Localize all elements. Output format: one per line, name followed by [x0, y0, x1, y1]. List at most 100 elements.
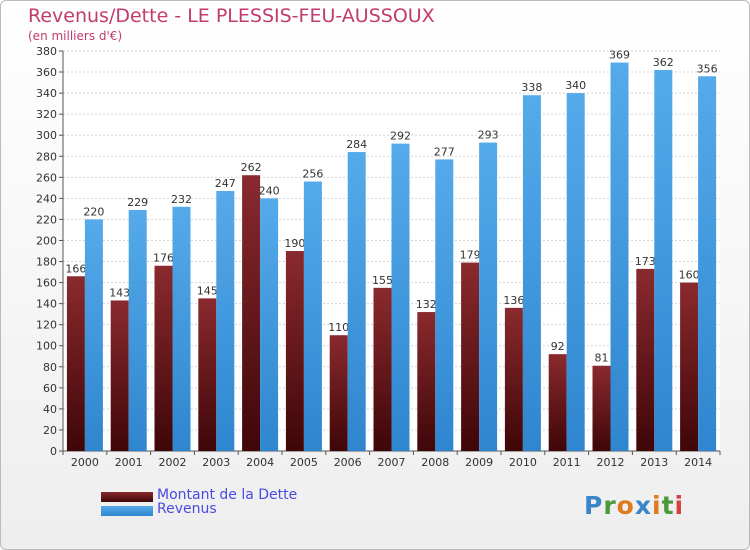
- bar-revenus: [698, 76, 717, 452]
- bar-revenus: [654, 69, 673, 452]
- data-label: 155: [372, 274, 393, 287]
- data-label: 220: [83, 205, 104, 218]
- bar-revenus: [566, 93, 585, 452]
- data-label: 293: [478, 129, 499, 142]
- data-label: 136: [503, 294, 524, 307]
- legend-label-dette: Montant de la Dette: [157, 487, 298, 503]
- legend-swatch-dette: [101, 492, 153, 502]
- y-tick-label: 300: [36, 129, 57, 142]
- bar-dette: [329, 335, 348, 451]
- y-tick-label: 260: [36, 171, 57, 184]
- bar-dette: [680, 282, 699, 451]
- bar-dette: [592, 365, 611, 451]
- data-label: 81: [595, 352, 609, 365]
- data-label: 232: [171, 193, 192, 206]
- bar-revenus: [216, 191, 235, 451]
- data-label: 173: [635, 255, 656, 268]
- x-tick-label: 2012: [597, 456, 625, 469]
- bar-revenus: [347, 152, 366, 452]
- x-tick-label: 2014: [684, 456, 712, 469]
- bar-dette: [417, 312, 436, 451]
- x-tick-label: 2009: [465, 456, 493, 469]
- data-label: 92: [551, 340, 565, 353]
- y-tick-label: 280: [36, 150, 57, 163]
- y-tick-label: 380: [36, 45, 57, 58]
- y-tick-label: 320: [36, 108, 57, 121]
- data-label: 277: [434, 145, 455, 158]
- x-tick-label: 2000: [71, 456, 99, 469]
- x-tick-label: 2002: [159, 456, 187, 469]
- data-label: 284: [346, 138, 367, 151]
- y-tick-label: 240: [36, 192, 57, 205]
- bar-dette: [154, 265, 173, 451]
- y-tick-label: 40: [43, 403, 57, 416]
- y-tick-label: 200: [36, 234, 57, 247]
- y-tick-label: 180: [36, 256, 57, 269]
- y-tick-label: 60: [43, 382, 57, 395]
- y-tick-label: 340: [36, 87, 57, 100]
- data-label: 132: [416, 298, 437, 311]
- bar-dette: [548, 354, 567, 451]
- data-label: 256: [302, 168, 323, 181]
- proxiti-logo: Proxiti: [584, 491, 685, 520]
- data-label: 338: [521, 81, 542, 94]
- bar-revenus: [172, 206, 191, 451]
- data-label: 292: [390, 130, 411, 143]
- bar-dette: [504, 307, 523, 451]
- x-tick-label: 2007: [378, 456, 406, 469]
- bar-revenus: [303, 181, 322, 452]
- bar-dette: [198, 298, 217, 451]
- bar-dette: [66, 276, 85, 451]
- data-label: 340: [565, 79, 586, 92]
- data-label: 179: [460, 249, 481, 262]
- bar-dette: [242, 175, 261, 452]
- data-label: 356: [697, 62, 718, 75]
- x-tick-label: 2006: [334, 456, 362, 469]
- x-tick-label: 2001: [115, 456, 143, 469]
- bar-revenus: [610, 62, 629, 451]
- data-label: 190: [284, 237, 305, 250]
- bar-revenus: [260, 198, 279, 451]
- chart-title: Revenus/Dette - LE PLESSIS-FEU-AUSSOUX: [28, 5, 435, 27]
- chart-subtitle: (en milliers d'€): [28, 29, 123, 43]
- y-tick-label: 160: [36, 277, 57, 290]
- legend-swatch-revenus: [101, 506, 153, 516]
- x-tick-label: 2008: [421, 456, 449, 469]
- y-tick-label: 100: [36, 340, 57, 353]
- bar-dette: [110, 300, 129, 451]
- data-label: 240: [259, 184, 280, 197]
- bar-revenus: [391, 143, 410, 451]
- data-label: 160: [679, 269, 700, 282]
- legend-label-revenus: Revenus: [157, 501, 217, 517]
- x-tick-label: 2011: [553, 456, 581, 469]
- x-tick-label: 2003: [202, 456, 230, 469]
- data-label: 166: [65, 262, 86, 275]
- bar-dette: [285, 251, 304, 451]
- data-label: 247: [215, 177, 236, 190]
- x-tick-label: 2004: [246, 456, 274, 469]
- data-label: 143: [109, 286, 130, 299]
- y-tick-label: 120: [36, 319, 57, 332]
- y-tick-label: 140: [36, 298, 57, 311]
- y-tick-label: 360: [36, 66, 57, 79]
- data-label: 262: [241, 161, 262, 174]
- bar-revenus: [128, 209, 147, 451]
- y-tick-label: 80: [43, 361, 57, 374]
- data-label: 229: [127, 196, 148, 209]
- bar-revenus: [522, 95, 541, 452]
- data-label: 110: [328, 321, 349, 334]
- data-label: 362: [653, 56, 674, 69]
- y-tick-label: 20: [43, 424, 57, 437]
- bar-revenus: [435, 159, 454, 451]
- y-tick-label: 220: [36, 213, 57, 226]
- bar-dette: [373, 287, 392, 451]
- bar-dette: [636, 268, 655, 451]
- x-tick-label: 2010: [509, 456, 537, 469]
- y-tick-label: 0: [50, 445, 57, 458]
- x-tick-label: 2005: [290, 456, 318, 469]
- x-tick-label: 2013: [640, 456, 668, 469]
- bar-revenus: [479, 142, 498, 451]
- bar-revenus: [84, 219, 103, 451]
